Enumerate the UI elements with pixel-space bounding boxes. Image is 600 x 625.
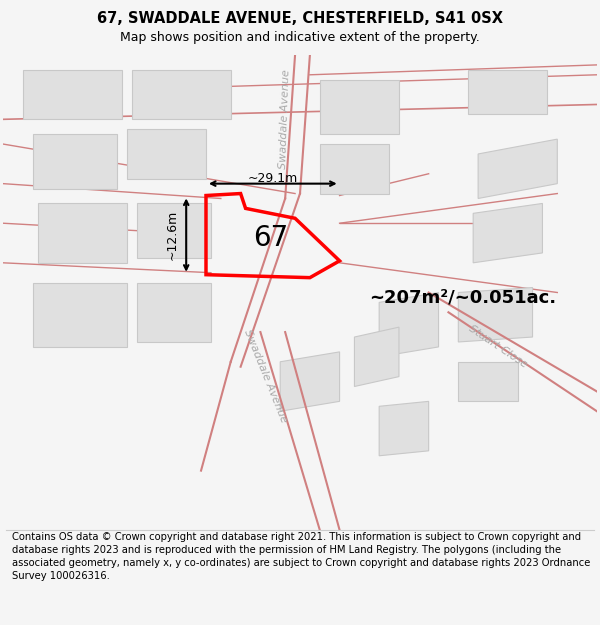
Polygon shape xyxy=(473,204,542,262)
Polygon shape xyxy=(478,139,557,199)
Polygon shape xyxy=(280,352,340,411)
Bar xyxy=(23,70,122,119)
Bar xyxy=(132,70,231,119)
Text: Map shows position and indicative extent of the property.: Map shows position and indicative extent… xyxy=(120,31,480,44)
Polygon shape xyxy=(379,401,428,456)
Polygon shape xyxy=(458,288,533,342)
Bar xyxy=(468,70,547,114)
Text: Swaddale Avenue: Swaddale Avenue xyxy=(278,69,292,169)
Polygon shape xyxy=(458,362,518,401)
Text: ~12.6m: ~12.6m xyxy=(165,210,178,260)
Bar xyxy=(38,204,127,262)
Text: ~207m²/~0.051ac.: ~207m²/~0.051ac. xyxy=(369,289,556,306)
Text: Stuart Close: Stuart Close xyxy=(467,324,529,370)
Bar xyxy=(127,129,206,179)
Bar xyxy=(320,80,399,134)
Text: Swaddale Avenue: Swaddale Avenue xyxy=(242,329,289,425)
Text: Contains OS data © Crown copyright and database right 2021. This information is : Contains OS data © Crown copyright and d… xyxy=(12,532,590,581)
Bar xyxy=(33,134,117,189)
Bar xyxy=(33,282,127,347)
Text: 67, SWADDALE AVENUE, CHESTERFIELD, S41 0SX: 67, SWADDALE AVENUE, CHESTERFIELD, S41 0… xyxy=(97,11,503,26)
Text: ~29.1m: ~29.1m xyxy=(248,172,298,185)
Bar xyxy=(320,144,389,194)
Polygon shape xyxy=(379,292,439,357)
Text: 67: 67 xyxy=(253,224,288,252)
Polygon shape xyxy=(355,327,399,386)
Bar xyxy=(137,204,211,258)
Bar xyxy=(137,282,211,342)
